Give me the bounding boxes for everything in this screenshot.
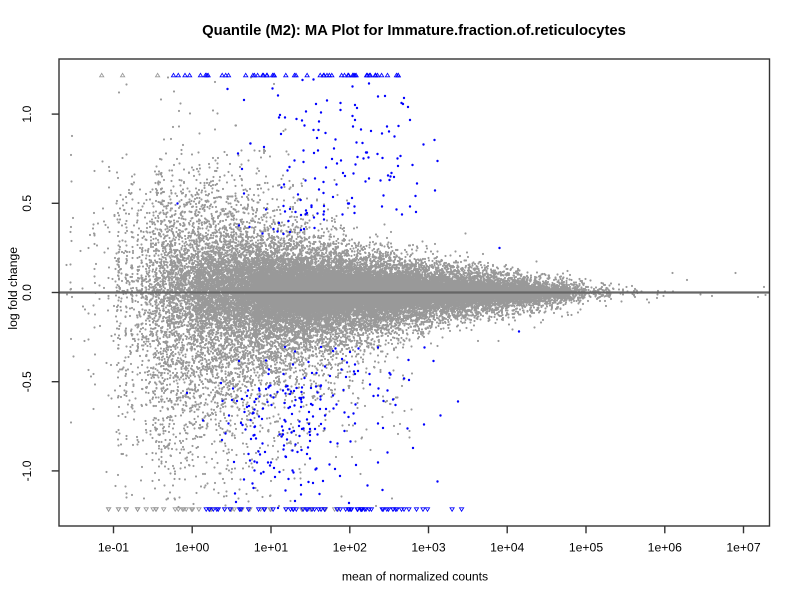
svg-text:1.0: 1.0 [20, 105, 34, 122]
svg-text:1e+05: 1e+05 [569, 541, 603, 555]
svg-text:1e+01: 1e+01 [254, 541, 288, 555]
svg-text:0.0: 0.0 [20, 284, 34, 301]
svg-text:0.5: 0.5 [20, 195, 34, 212]
svg-text:-0.5: -0.5 [20, 371, 34, 392]
svg-text:1e-01: 1e-01 [98, 541, 129, 555]
svg-text:log fold change: log fold change [6, 247, 20, 330]
svg-text:1e+00: 1e+00 [175, 541, 209, 555]
svg-text:1e+04: 1e+04 [490, 541, 524, 555]
svg-text:mean of normalized counts: mean of normalized counts [342, 570, 488, 584]
svg-text:1e+07: 1e+07 [726, 541, 760, 555]
svg-text:1e+02: 1e+02 [333, 541, 367, 555]
svg-text:Quantile (M2): MA Plot for Imm: Quantile (M2): MA Plot for Immature.frac… [202, 23, 626, 39]
svg-text:-1.0: -1.0 [20, 460, 34, 481]
svg-text:1e+03: 1e+03 [411, 541, 445, 555]
svg-text:1e+06: 1e+06 [648, 541, 682, 555]
